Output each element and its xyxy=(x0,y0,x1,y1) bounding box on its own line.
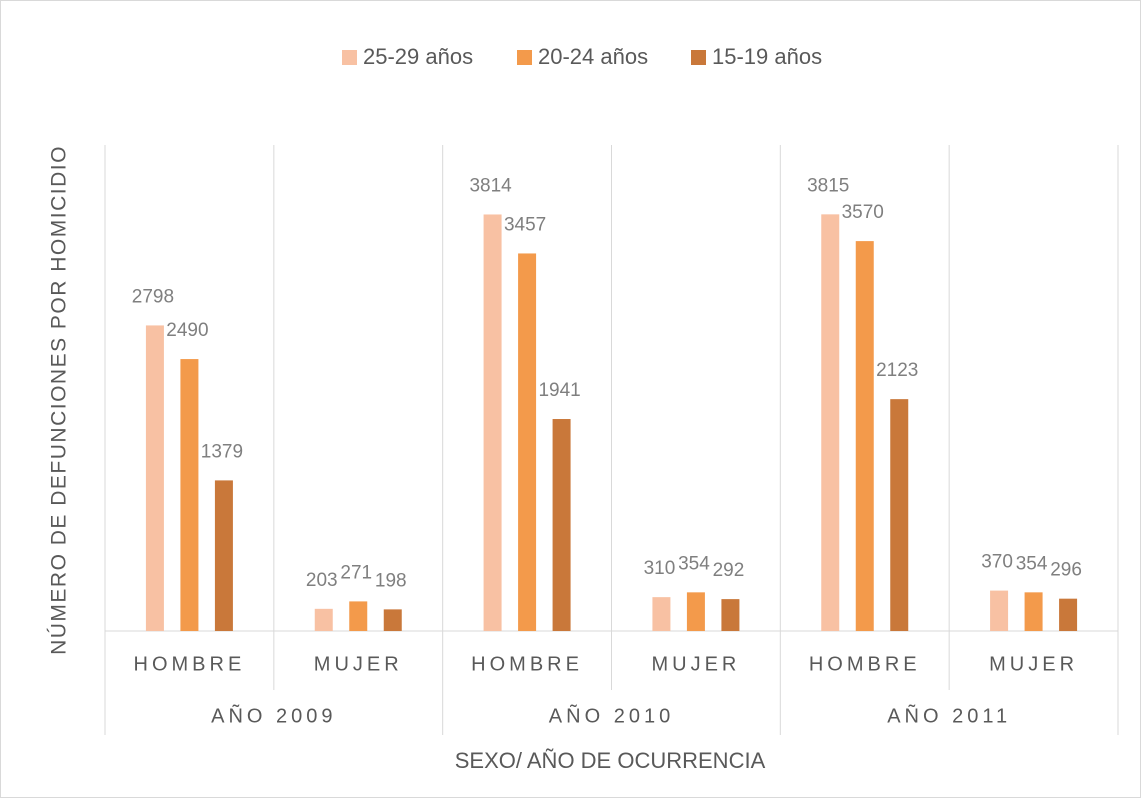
data-label: 198 xyxy=(375,570,407,591)
y-axis-title: NÚMERO DE DEFUNCIONES POR HOMICIDIO xyxy=(48,145,71,655)
data-label: 203 xyxy=(306,570,338,591)
data-label: 354 xyxy=(1016,553,1048,574)
legend-label: 25-29 años xyxy=(363,44,473,69)
x-tick-label: MUJER xyxy=(314,653,403,675)
bar xyxy=(686,592,705,631)
group-label: AÑO 2009 xyxy=(211,703,336,727)
x-tick-label: HOMBRE xyxy=(809,653,921,675)
x-tick-label: MUJER xyxy=(651,653,740,675)
bar xyxy=(821,214,840,631)
data-label: 2490 xyxy=(166,320,208,341)
bar xyxy=(483,214,502,631)
data-label: 370 xyxy=(981,552,1013,573)
group-label: AÑO 2010 xyxy=(549,703,674,727)
legend-swatch xyxy=(691,50,706,65)
x-tick-label: HOMBRE xyxy=(471,653,583,675)
legend-label: 15-19 años xyxy=(712,44,822,69)
bar xyxy=(314,608,333,631)
bar xyxy=(890,399,909,631)
data-label: 3815 xyxy=(807,175,849,196)
bar xyxy=(855,241,874,632)
data-label: 310 xyxy=(644,558,676,579)
data-label: 2798 xyxy=(132,286,174,307)
data-label: 3570 xyxy=(842,202,884,223)
x-tick-label: HOMBRE xyxy=(134,653,246,675)
bar xyxy=(349,601,368,631)
bar xyxy=(652,597,671,631)
legend-swatch xyxy=(517,50,532,65)
bar xyxy=(180,359,199,631)
data-label: 3814 xyxy=(469,175,512,196)
data-label: 271 xyxy=(340,562,372,583)
x-axis-title: SEXO/ AÑO DE OCURRENCIA xyxy=(455,748,766,773)
data-label: 1379 xyxy=(201,441,243,462)
data-label: 296 xyxy=(1050,560,1082,581)
bar xyxy=(145,325,164,631)
bar xyxy=(1024,592,1043,631)
bar xyxy=(383,609,402,631)
legend-swatch xyxy=(342,50,357,65)
data-label: 2123 xyxy=(876,360,918,381)
x-tick-label: MUJER xyxy=(989,653,1078,675)
data-label: 292 xyxy=(713,560,745,581)
bar xyxy=(1059,598,1078,631)
bar xyxy=(990,590,1009,631)
data-label: 3457 xyxy=(504,214,546,235)
bar xyxy=(552,419,571,631)
bar xyxy=(214,480,233,631)
group-label: AÑO 2011 xyxy=(887,703,1011,727)
bar xyxy=(721,599,740,631)
data-label: 1941 xyxy=(538,380,580,401)
bar xyxy=(518,253,537,632)
legend-label: 20-24 años xyxy=(538,44,648,69)
data-label: 354 xyxy=(678,553,710,574)
